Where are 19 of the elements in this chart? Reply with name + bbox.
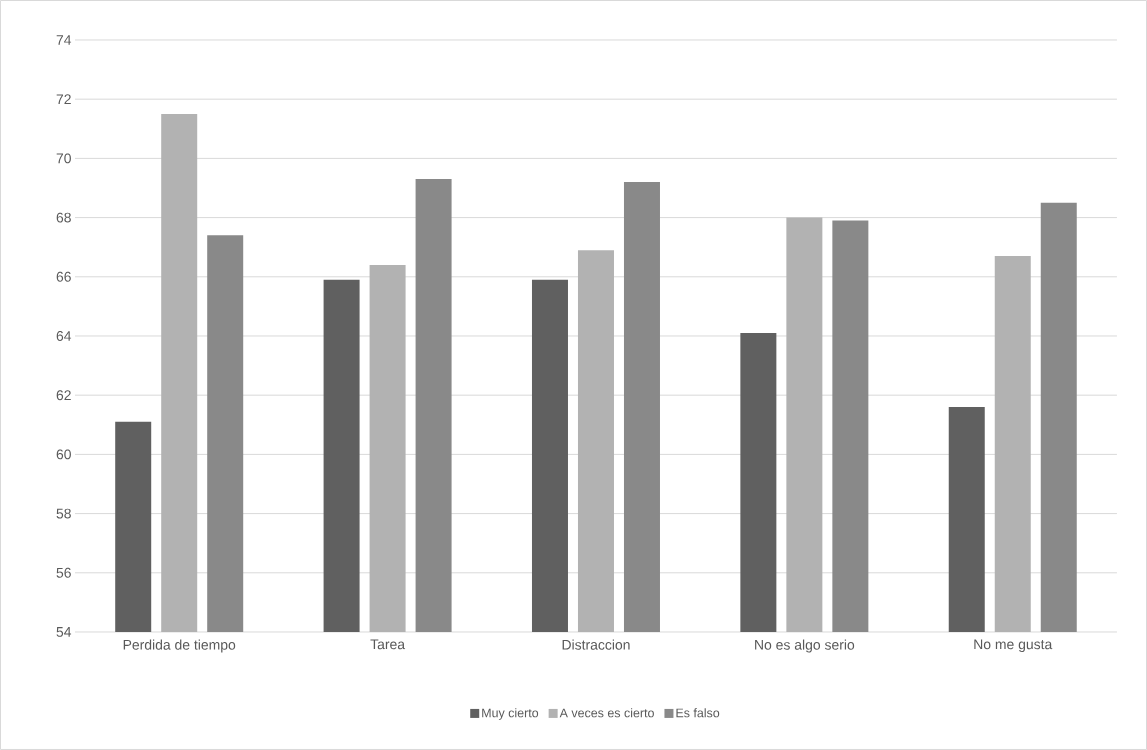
x-tick-label: Distraccion [562, 639, 630, 650]
y-tick-label: 58 [56, 508, 71, 519]
y-tick-label: 60 [56, 449, 71, 460]
y-tick-label: 62 [56, 390, 71, 401]
y-tick-label: 64 [56, 331, 72, 341]
y-tick-label: 70 [56, 153, 71, 164]
y-tick-label: 56 [56, 567, 71, 578]
x-tick-label: No me gusta [974, 639, 1053, 652]
y-tick-label: 72 [56, 94, 71, 105]
x-tick-label: Tarea [370, 639, 406, 650]
legend-label: A veces es cierto [559, 708, 654, 718]
legend-label: Muy cierto [482, 708, 539, 720]
y-tick-label: 68 [56, 212, 71, 223]
x-tick-label: Perdida de tiempo [123, 639, 236, 653]
y-tick-label: 74 [56, 35, 72, 45]
x-tick-label: No es algo serio [755, 639, 855, 653]
legend-label: Es falso [676, 708, 720, 718]
y-tick-label: 54 [56, 627, 72, 637]
y-tick-label: 66 [56, 271, 71, 282]
